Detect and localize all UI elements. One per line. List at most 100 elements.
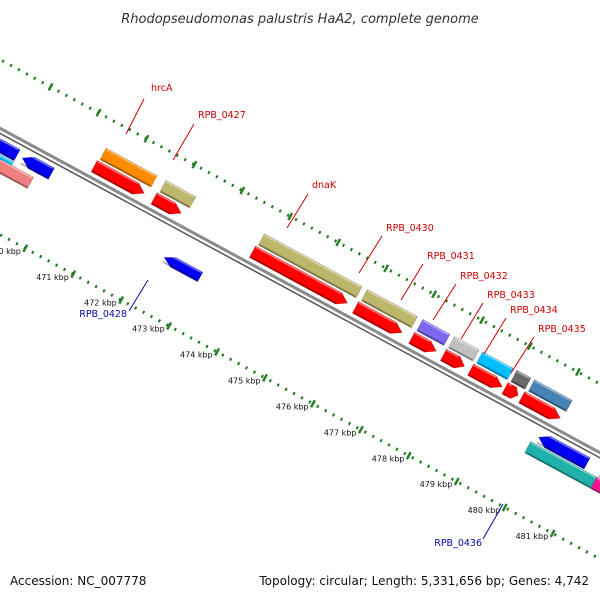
gene-label-rpb_0436[interactable]: RPB_0436 [434,538,482,549]
feature-highlight [473,364,497,378]
feature-shadow [441,359,454,368]
gene-label-leader [483,317,507,355]
tick-label: 471 kbp [36,273,69,282]
gene-feature-f-blue-left-1[interactable] [0,134,21,162]
gene-label-rpb_0427[interactable]: RPB_0427 [198,110,246,121]
gene-label-rpb_0434[interactable]: RPB_0434 [510,305,558,316]
feature-shadow [250,256,337,304]
tick-label: 470 kbp [0,247,21,256]
feature-highlight [165,181,195,198]
feature-highlight [358,302,397,324]
gene-label-rpb_0435[interactable]: RPB_0435 [538,324,586,335]
feature-highlight [367,290,417,318]
gene-feature-f-pink-right[interactable] [590,476,600,508]
feature-highlight [454,337,479,351]
tick-label: 474 kbp [180,351,213,360]
gene-feature-f-red-0427[interactable] [150,192,184,219]
feature-highlight [541,432,590,459]
feature-shadow [353,312,391,334]
feature-highlight [0,147,13,163]
feature-highlight [516,370,531,379]
tick-label: 476 kbp [276,402,309,411]
feature-shadow [0,169,28,188]
gene-label-leader [125,98,145,135]
backbone-line-inner [0,112,600,495]
feature-highlight [446,349,459,358]
tick-mark [527,341,534,351]
gene-label-leader [460,302,484,340]
gene-feature-f-orange[interactable] [99,147,158,188]
gene-feature-f-red-0434[interactable] [501,382,521,402]
tick-mark [501,503,508,512]
gene-label-leader [286,193,309,229]
feature-shadow [20,162,49,179]
gene-feature-f-dgray-0434[interactable] [510,369,532,390]
gene-labels: hrcA RPB_0427 dnaK RPB_0430 RPB_0431 RPB_0432… [79,83,586,549]
gene-label-leader [432,283,457,321]
feature-shadow [511,380,525,389]
accession-text: Accession: NC_007778 [10,574,146,588]
feature-shadow [417,329,444,345]
gene-label-leader [510,336,535,374]
feature-highlight [166,253,202,274]
gene-feature-f-olive-0427[interactable] [159,180,197,209]
tick-mark [166,321,173,331]
gene-label-rpb_0431[interactable]: RPB_0431 [427,251,475,262]
gene-label-leader [128,279,149,312]
feature-shadow [259,244,356,298]
gene-feature-f-olive-0430[interactable] [360,289,418,329]
gene-feature-f-red-0432[interactable] [439,348,467,372]
gene-feature-f-steel-0435[interactable] [527,379,573,413]
tick-label: 480 kbp [468,506,501,515]
feature-shadow [502,392,508,397]
tick-mark [70,270,77,279]
tick-label: 478 kbp [372,454,405,463]
feature-shadow [160,190,190,208]
gene-feature-f-red-0426[interactable] [90,160,147,199]
tick-mark [405,451,412,460]
gene-feature-f-cyan-0433[interactable] [476,351,514,381]
feature-shadow [151,203,171,214]
gene-feature-f-olive-dnak[interactable] [257,233,363,299]
gene-feature-f-blue-0436[interactable] [536,431,591,470]
feature-highlight [414,332,431,343]
feature-shadow [591,487,600,507]
tick-label: 472 kbp [84,299,117,308]
gene-label-leader [482,503,504,540]
gene-feature-f-blue-0428[interactable] [162,253,204,283]
gene-label-rpb_0430[interactable]: RPB_0430 [386,223,434,234]
gene-feature-f-gray-0432[interactable] [447,336,480,362]
gene-label-rpb_0428[interactable]: RPB_0428 [79,309,127,320]
gene-label-dnak[interactable]: dnaK [312,180,337,191]
gene-feature-f-pink-left[interactable] [0,158,35,190]
gene-feature-f-blue-left-2[interactable] [19,152,55,180]
feature-shadow [525,451,595,490]
gene-label-hrca[interactable]: hrcA [151,83,173,94]
gene-feature-f-red-0431[interactable] [408,331,440,357]
feature-shadow [362,299,412,328]
tick-mark [47,82,54,91]
gene-label-rpb_0433[interactable]: RPB_0433 [487,290,535,301]
inner-dotted-ring [0,190,600,574]
gene-label-rpb_0432[interactable]: RPB_0432 [460,271,508,282]
tick-mark [118,295,125,305]
tick-mark [453,477,460,486]
gene-label-leader [358,235,383,274]
tick-label: 481 kbp [516,532,549,541]
gene-feature-f-red-0430[interactable] [351,301,405,339]
map-title: Rhodopseudomonas palustris HaA2, complet… [121,12,479,27]
tick-mark [239,186,246,195]
gene-feature-f-purple-0431[interactable] [416,318,451,346]
gene-feature-f-red-dnak[interactable] [248,245,350,309]
feature-shadow [477,362,508,380]
tick-label: 475 kbp [228,377,261,386]
feature-shadow [162,261,198,282]
tick-mark [143,134,150,143]
feature-shadow [529,390,567,411]
tick-mark [574,367,581,377]
tick-mark [479,316,486,325]
gene-feature-f-red-0435[interactable] [518,391,564,424]
gene-feature-f-red-0433[interactable] [467,363,506,393]
feature-highlight [97,161,139,185]
